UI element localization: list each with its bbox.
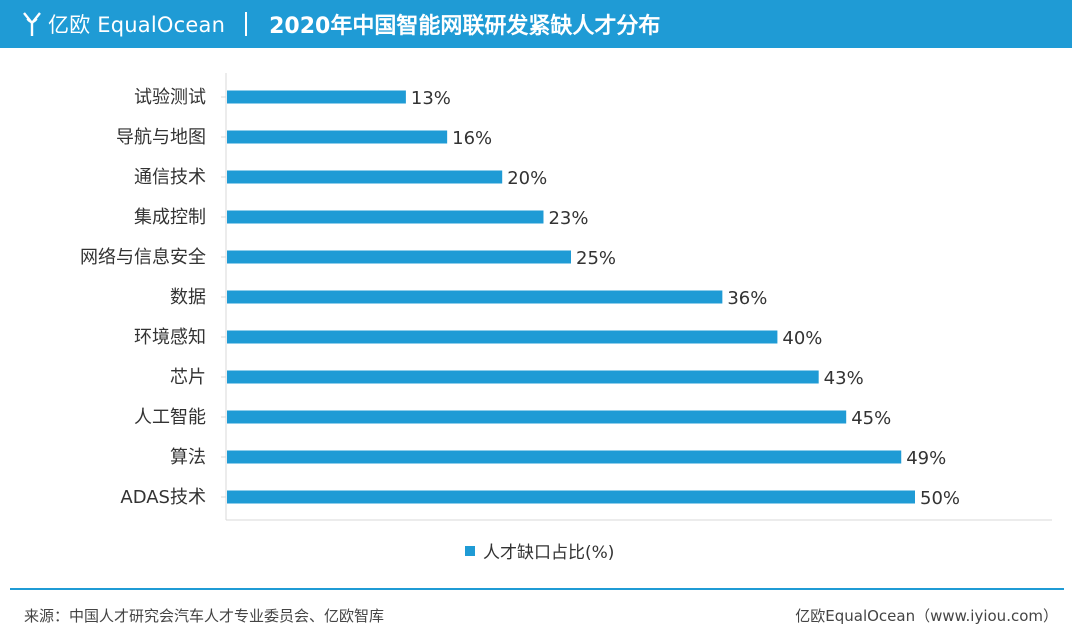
bar xyxy=(227,330,778,344)
category-label: 芯片 xyxy=(170,367,206,388)
category-label: 人工智能 xyxy=(134,407,206,428)
category-label: 数据 xyxy=(170,287,206,308)
category-label: 算法 xyxy=(170,447,206,468)
bar xyxy=(227,170,503,184)
brand-logo: 亿欧 EqualOcean xyxy=(0,0,225,48)
legend-label: 人才缺口占比(%) xyxy=(483,543,615,563)
bar xyxy=(227,130,448,144)
footer-divider xyxy=(10,588,1064,590)
chart-legend: 人才缺口占比(%) xyxy=(465,538,614,563)
source-note: 来源：中国人才研究会汽车人才专业委员会、亿欧智库 xyxy=(24,607,385,625)
bar xyxy=(227,290,723,304)
data-label: 45% xyxy=(851,408,891,429)
data-label: 23% xyxy=(548,208,588,229)
category-label: 试验测试 xyxy=(134,87,206,108)
bar xyxy=(227,210,544,224)
bar xyxy=(227,450,902,464)
logo-mark-icon xyxy=(22,11,42,37)
bar xyxy=(227,90,406,104)
header-bar: 亿欧 EqualOcean 2020年中国智能网联研发紧缺人才分布 xyxy=(0,0,1072,48)
legend-swatch xyxy=(465,545,475,556)
chart-title: 2020年中国智能网联研发紧缺人才分布 xyxy=(269,14,661,39)
bar-chart: 试验测试 13% 导航与地图 16% 通信技术 20% 集成控制 23% 网络与信息安全 25% 数… xyxy=(80,73,1052,521)
category-label: 集成控制 xyxy=(134,207,206,228)
category-label: 网络与信息安全 xyxy=(80,247,206,268)
data-label: 13% xyxy=(411,88,451,109)
data-label: 49% xyxy=(906,448,946,469)
footer-credit: 亿欧EqualOcean（www.iyiou.com） xyxy=(795,607,1058,625)
data-label: 16% xyxy=(452,128,492,149)
category-label: 导航与地图 xyxy=(116,127,206,148)
data-label: 50% xyxy=(920,488,960,509)
category-label: 通信技术 xyxy=(134,167,206,188)
category-label: ADAS技术 xyxy=(120,487,206,508)
brand-name: 亿欧 EqualOcean xyxy=(48,13,226,37)
bar xyxy=(227,250,571,264)
bar xyxy=(227,490,915,504)
header-divider xyxy=(245,12,248,36)
data-label: 40% xyxy=(782,328,822,349)
data-label: 43% xyxy=(824,368,864,389)
bar xyxy=(227,370,819,384)
data-label: 25% xyxy=(576,248,616,269)
data-label: 20% xyxy=(507,168,547,189)
data-label: 36% xyxy=(727,288,767,309)
bar xyxy=(227,410,847,424)
category-label: 环境感知 xyxy=(134,327,206,348)
